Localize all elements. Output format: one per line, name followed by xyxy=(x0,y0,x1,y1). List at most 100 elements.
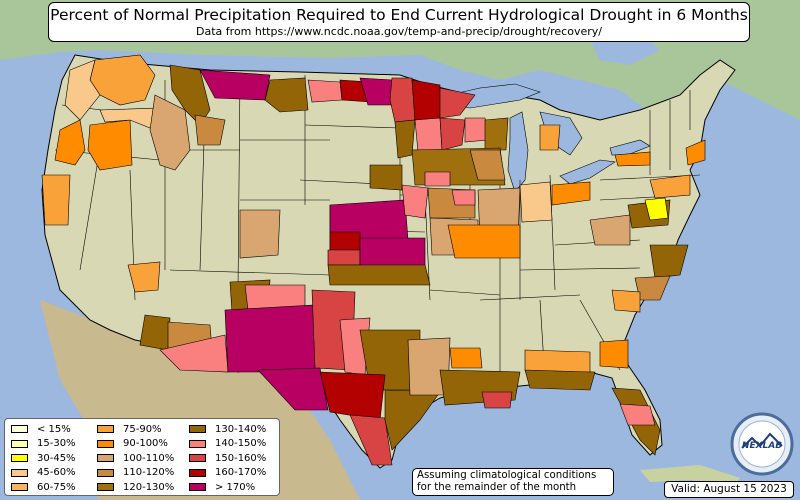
region-ca-orange xyxy=(41,174,71,226)
legend-swatch xyxy=(97,425,114,434)
valid-date: Valid: August 15 2023 xyxy=(664,481,794,498)
legend-swatch xyxy=(97,468,114,477)
region-wi-pink2 xyxy=(464,117,489,143)
region-ks-red xyxy=(327,249,361,266)
legend-label: 30-45% xyxy=(37,452,76,464)
legend-item: 150-160% xyxy=(189,451,266,466)
region-la-red xyxy=(481,391,513,409)
legend-label: > 170% xyxy=(215,481,256,493)
lake-erie xyxy=(559,159,616,185)
legend-item: 90-100% xyxy=(97,437,174,452)
region-ne-orange xyxy=(685,139,706,166)
legend-label: 60-75% xyxy=(37,481,76,493)
legend-label: 160-170% xyxy=(215,467,267,479)
legend-item: < 15% xyxy=(11,422,76,437)
legend-label: 120-130% xyxy=(123,481,175,493)
legend-swatch xyxy=(97,483,114,492)
legend-label: 90-100% xyxy=(123,438,168,450)
legend-swatch xyxy=(189,454,206,463)
region-wi-pink xyxy=(414,117,443,153)
legend-swatch xyxy=(97,454,114,463)
legend-swatch xyxy=(11,468,28,477)
region-va-tan xyxy=(589,214,631,246)
region-wa-tan xyxy=(64,59,101,121)
legend-item: 120-130% xyxy=(97,480,174,495)
legend-item: 130-140% xyxy=(189,422,266,437)
legend-item: 30-45% xyxy=(11,451,76,466)
legend-swatch xyxy=(11,454,28,463)
region-ga-orange xyxy=(599,339,629,369)
region-fl-pink xyxy=(619,403,656,426)
region-oh-orange xyxy=(551,181,591,206)
region-il-brownlight xyxy=(469,149,506,181)
note-line-2: for the remainder of the month xyxy=(417,482,577,493)
region-nv-orange xyxy=(127,261,161,293)
logo-text: NEXLAB xyxy=(742,441,782,451)
region-nd-brown xyxy=(264,77,309,113)
legend-swatch xyxy=(189,483,206,492)
map-subtitle: Data from https://www.ncdc.noaa.gov/temp… xyxy=(196,25,602,38)
region-wi-red2 xyxy=(439,117,466,151)
legend-swatch xyxy=(189,439,206,448)
legend-label: 140-150% xyxy=(215,438,267,450)
legend-column-2: 75-90% 90-100% 100-110% 110-120% 120-130… xyxy=(97,422,174,495)
legend-label: 110-120% xyxy=(123,467,175,479)
legend-swatch xyxy=(11,425,28,434)
legend-label: 100-110% xyxy=(123,452,175,464)
region-ne-pink xyxy=(401,184,429,219)
nexlab-logo: NEXLAB xyxy=(730,412,794,476)
legend-swatch xyxy=(189,468,206,477)
lake-ontario xyxy=(609,139,651,156)
legend-label: 130-140% xyxy=(215,423,267,435)
region-az-brown xyxy=(139,314,171,351)
region-in-orange xyxy=(539,124,561,151)
region-mt-brownlight xyxy=(194,114,226,146)
region-md-yellow xyxy=(644,197,669,221)
region-ok-brown xyxy=(327,264,431,286)
legend-swatch xyxy=(11,439,28,448)
legend-swatch xyxy=(189,425,206,434)
legend-item: 100-110% xyxy=(97,451,174,466)
legend-item: 45-60% xyxy=(11,466,76,481)
legend-column-3: 130-140% 140-150% 150-160% 160-170% > 17… xyxy=(189,422,266,495)
region-tx-red-south xyxy=(349,414,393,466)
region-in-tan xyxy=(519,181,553,223)
legend: < 15% 15-30% 30-45% 45-60% 60-75% 75-90%… xyxy=(4,418,280,496)
legend-column-1: < 15% 15-30% 30-45% 45-60% 60-75% xyxy=(11,422,76,495)
region-il-pink xyxy=(451,189,476,206)
region-tx-magenta-west xyxy=(257,367,329,411)
region-mn-darkred xyxy=(411,79,441,121)
note-line-1: Assuming climatological conditions xyxy=(417,470,597,481)
legend-swatch xyxy=(97,439,114,448)
region-mn-brown xyxy=(394,119,416,159)
legend-label: 15-30% xyxy=(37,438,76,450)
cuba-land xyxy=(640,465,740,485)
region-mi-brown xyxy=(484,117,509,151)
region-or-tan xyxy=(99,107,161,131)
map-title: Percent of Normal Precipitation Required… xyxy=(50,6,748,24)
title-box: Percent of Normal Precipitation Required… xyxy=(48,2,750,42)
region-ga-orange2 xyxy=(611,289,641,313)
region-nm-magenta xyxy=(224,304,316,373)
region-mo-orange xyxy=(447,224,521,259)
region-pa-orange xyxy=(649,174,691,199)
region-ks-magenta xyxy=(359,237,426,269)
region-ks-darkred xyxy=(329,231,361,251)
legend-item: 140-150% xyxy=(189,437,266,452)
region-al-orange xyxy=(524,349,591,373)
legend-item: 15-30% xyxy=(11,437,76,452)
region-nc-brown xyxy=(649,244,689,279)
legend-item: 75-90% xyxy=(97,422,174,437)
logo-graph-line xyxy=(741,432,783,449)
legend-item: 110-120% xyxy=(97,466,174,481)
legend-item: 60-75% xyxy=(11,480,76,495)
region-or-orange1 xyxy=(54,119,86,166)
legend-label: 45-60% xyxy=(37,467,76,479)
legend-label: < 15% xyxy=(37,423,71,435)
legend-item: 160-170% xyxy=(189,466,266,481)
region-ms-orange xyxy=(449,347,483,369)
region-co-tan xyxy=(239,209,281,259)
legend-label: 75-90% xyxy=(123,423,162,435)
assumption-note: Assuming climatological conditions for t… xyxy=(412,468,614,496)
